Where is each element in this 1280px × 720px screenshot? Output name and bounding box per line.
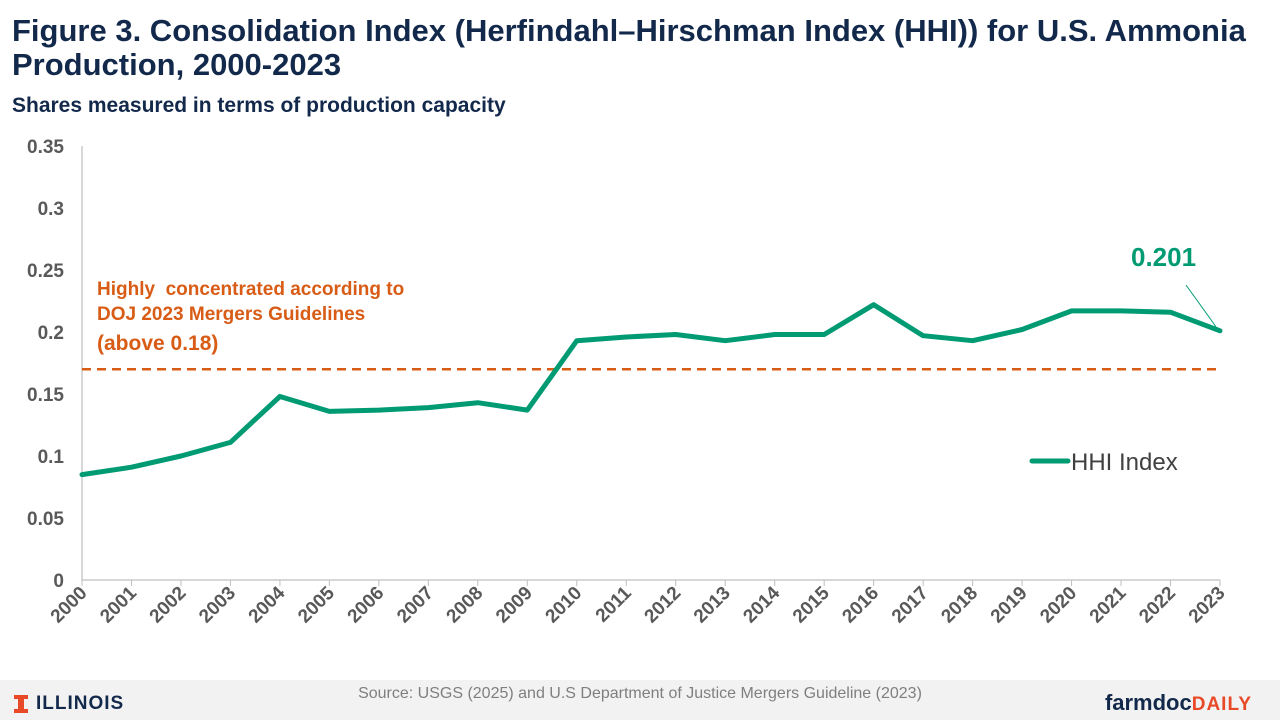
data-point	[1119, 309, 1123, 313]
illinois-wordmark: ILLINOIS	[36, 693, 125, 714]
farmdoc-daily-logo[interactable]: farmdocDAILY	[1105, 690, 1252, 716]
data-point	[1218, 329, 1222, 333]
x-tick-label: 2017	[888, 583, 933, 628]
legend[interactable]: HHI Index	[1029, 449, 1178, 476]
x-tick-label: 2005	[294, 582, 339, 627]
data-point	[426, 406, 430, 410]
x-tick-label: 2013	[690, 583, 735, 628]
source-note: Source: USGS (2025) and U.S Department o…	[358, 685, 922, 702]
y-tick-label: 0.3	[38, 199, 64, 220]
x-tick-label: 2018	[937, 583, 982, 628]
x-tick-label: 2020	[1036, 583, 1081, 628]
chart-title: Figure 3. Consolidation Index (Herfindah…	[12, 13, 1246, 82]
data-point	[129, 465, 133, 469]
series-group	[79, 302, 1223, 478]
hhi-line-chart: 0 0.05 0.1 0.15 0.2 0.25 0.3 0.35 2000 2001 2002 2…	[27, 137, 1230, 628]
x-tick-label: 2023	[1185, 583, 1230, 628]
x-tick-label: 2016	[838, 583, 883, 628]
x-tick-label: 2022	[1135, 583, 1180, 628]
x-tick-label: 2008	[443, 583, 488, 628]
chart-subtitle: Shares measured in terms of production c…	[12, 94, 506, 117]
y-tick-label: 0.25	[27, 261, 64, 282]
y-axis: 0 0.05 0.1 0.15 0.2 0.25 0.3 0.35	[27, 137, 83, 592]
data-point	[525, 408, 529, 412]
x-axis: 2000 2001 2002 2003 2004 2005 2006 2007 2008 2009…	[47, 579, 1230, 628]
y-tick-label: 0.2	[38, 323, 64, 344]
annotation-leader-line	[1185, 284, 1217, 328]
threshold-group: Highly concentrated according to DOJ 2023…	[82, 279, 1220, 371]
annotation-group: 0.201	[1131, 242, 1217, 328]
daily-wordmark: DAILY	[1191, 694, 1252, 715]
data-point	[476, 401, 480, 405]
data-point	[327, 409, 331, 413]
data-point	[674, 332, 678, 336]
x-tick-label: 2004	[245, 582, 290, 627]
threshold-label-line: Highly concentrated according to	[97, 279, 404, 300]
y-tick-label: 0.05	[27, 509, 64, 530]
series-line	[79, 302, 1223, 478]
x-tick-label: 2009	[492, 583, 537, 628]
data-point	[624, 335, 628, 339]
x-tick-label: 2006	[344, 583, 389, 628]
y-tick-label: 0	[53, 571, 64, 592]
data-label-2023: 0.201	[1131, 242, 1196, 272]
data-point	[1070, 309, 1074, 313]
farmdoc-wordmark: farmdoc	[1104, 690, 1192, 715]
data-point	[773, 332, 777, 336]
data-point	[228, 440, 232, 444]
data-point	[278, 394, 282, 398]
data-point	[1020, 328, 1024, 332]
threshold-label-line: (above 0.18)	[97, 332, 218, 355]
data-point	[872, 303, 876, 307]
illinois-logo[interactable]: ILLINOIS	[14, 693, 124, 715]
data-point	[377, 408, 381, 412]
x-tick-label: 2007	[393, 583, 438, 628]
data-point	[179, 454, 183, 458]
x-tick-label: 2021	[1086, 582, 1131, 627]
data-point	[575, 339, 579, 343]
y-tick-label: 0.35	[27, 137, 64, 158]
illinois-block-i-icon	[14, 695, 28, 713]
x-tick-label: 2014	[739, 582, 784, 627]
x-tick-label: 2015	[789, 582, 834, 627]
threshold-label-line: DOJ 2023 Mergers Guidelines	[97, 304, 365, 325]
x-tick-label: 2012	[641, 583, 686, 628]
x-tick-label: 2002	[146, 583, 191, 628]
data-point	[921, 334, 925, 338]
x-tick-label: 2001	[96, 582, 141, 627]
data-point	[971, 339, 975, 343]
data-point	[80, 473, 84, 477]
x-tick-label: 2011	[592, 582, 636, 626]
x-tick-label: 2019	[987, 583, 1032, 628]
data-point	[723, 339, 727, 343]
y-tick-label: 0.1	[38, 447, 65, 468]
x-tick-label: 2003	[195, 583, 240, 628]
data-point	[822, 332, 826, 336]
legend-label: HHI Index	[1071, 449, 1178, 476]
footer-bar	[0, 680, 1280, 720]
y-tick-label: 0.15	[27, 385, 64, 406]
data-point	[1169, 310, 1173, 314]
x-tick-label: 2010	[542, 583, 587, 628]
